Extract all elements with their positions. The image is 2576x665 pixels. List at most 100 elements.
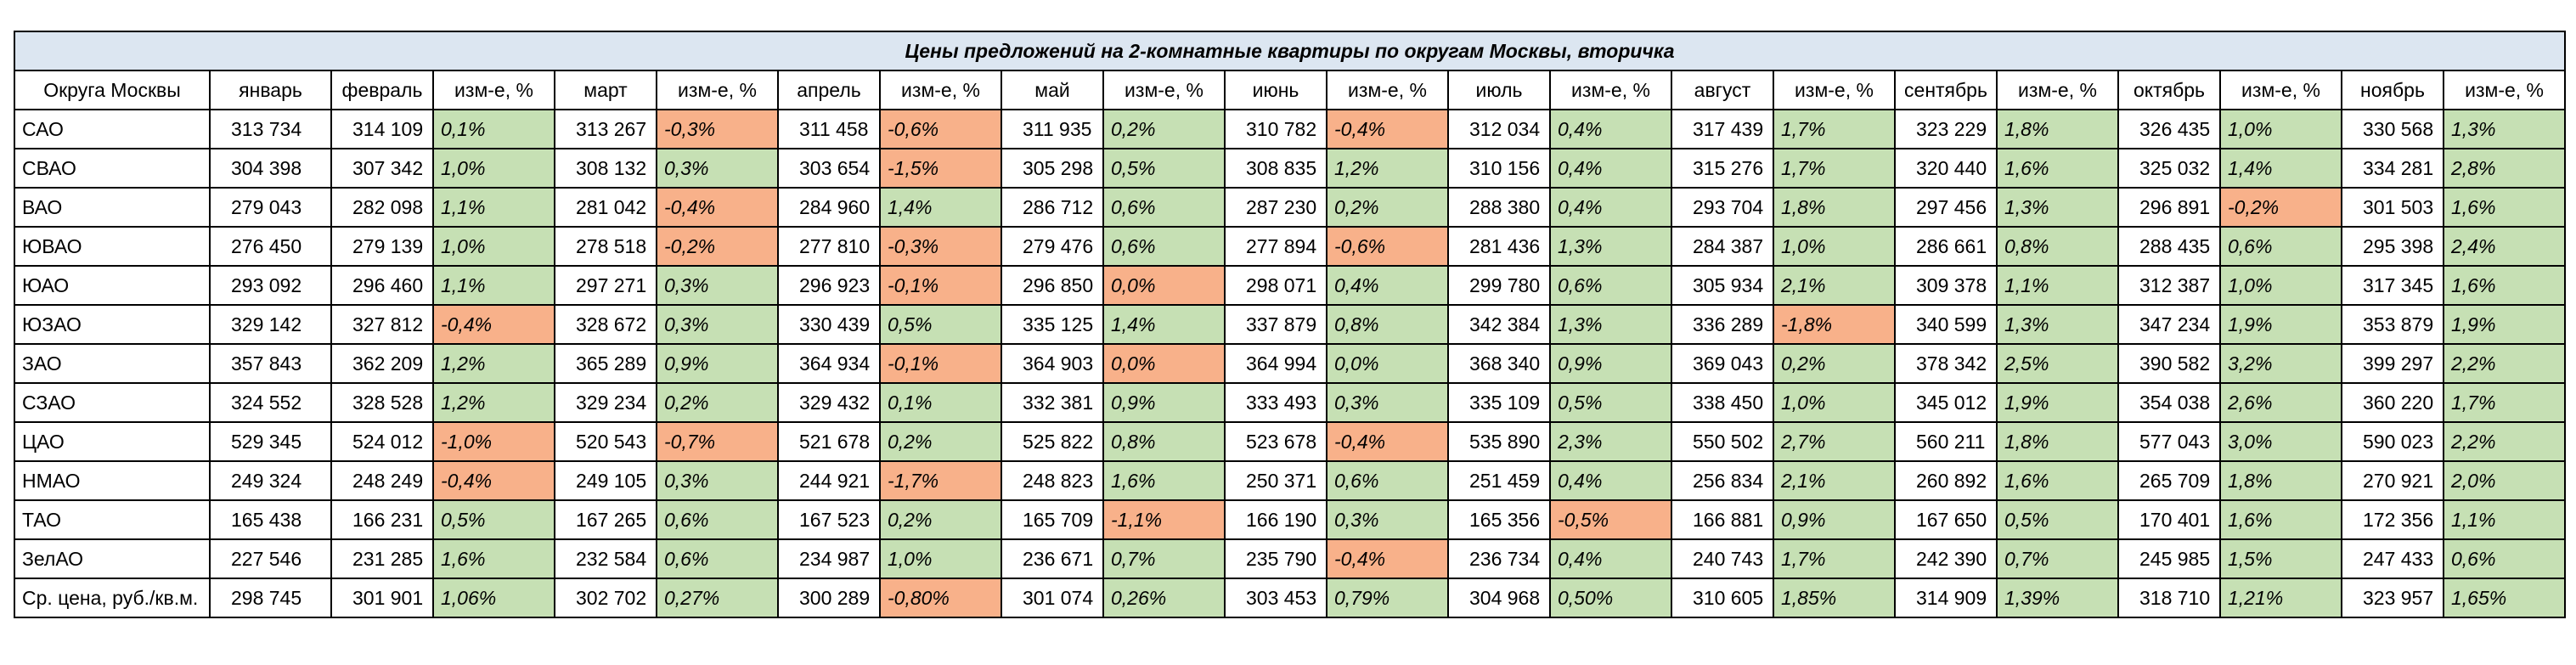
- price-cell: 308 132: [554, 148, 657, 189]
- column-header: изм-е, %: [656, 70, 779, 110]
- change-cell: 0,2%: [1773, 343, 1896, 384]
- change-cell: 1,3%: [1549, 226, 1672, 267]
- price-cell: 296 850: [1001, 265, 1104, 306]
- column-header: май: [1001, 70, 1104, 110]
- change-cell: 1,0%: [1773, 226, 1896, 267]
- price-cell: 315 276: [1671, 148, 1774, 189]
- data-row: СВАО 304 398 307 342 1,0% 308 132 0,3% 303 654…: [14, 148, 2567, 189]
- price-cell: 328 528: [330, 382, 434, 423]
- price-cell: 248 249: [330, 460, 434, 501]
- price-cell: 364 934: [777, 343, 881, 384]
- price-cell: 166 231: [330, 499, 434, 540]
- change-cell: 0,6%: [656, 499, 779, 540]
- price-cell: 342 384: [1447, 304, 1551, 345]
- price-cell: 276 450: [209, 226, 332, 267]
- price-cell: 277 810: [777, 226, 881, 267]
- price-cell: 242 390: [1894, 538, 1998, 579]
- change-cell: -1,8%: [1773, 304, 1896, 345]
- change-cell: 0,6%: [2219, 226, 2342, 267]
- change-cell: 1,6%: [1996, 148, 2119, 189]
- price-cell: 260 892: [1894, 460, 1998, 501]
- price-cell: 231 285: [330, 538, 434, 579]
- change-cell: 0,8%: [1102, 421, 1226, 462]
- change-cell: 1,1%: [432, 187, 555, 228]
- column-header: изм-е, %: [879, 70, 1002, 110]
- change-cell: 1,1%: [432, 265, 555, 306]
- price-cell: 286 661: [1894, 226, 1998, 267]
- price-cell: 300 289: [777, 578, 881, 618]
- price-cell: 325 032: [2117, 148, 2221, 189]
- change-cell: 1,8%: [1996, 421, 2119, 462]
- price-cell: 347 234: [2117, 304, 2221, 345]
- price-cell: 297 271: [554, 265, 657, 306]
- change-cell: 0,5%: [1102, 148, 1226, 189]
- change-cell: 0,8%: [1996, 226, 2119, 267]
- change-cell: 1,0%: [432, 226, 555, 267]
- change-cell: 0,3%: [656, 460, 779, 501]
- price-cell: 281 042: [554, 187, 657, 228]
- change-cell: -0,6%: [1326, 226, 1449, 267]
- change-cell: 1,7%: [1773, 148, 1896, 189]
- change-cell: 0,2%: [879, 499, 1002, 540]
- district: ЗАО: [14, 343, 211, 384]
- price-cell: 245 985: [2117, 538, 2221, 579]
- price-cell: 256 834: [1671, 460, 1774, 501]
- column-header: изм-е, %: [1326, 70, 1449, 110]
- price-cell: 279 476: [1001, 226, 1104, 267]
- column-header: изм-е, %: [2442, 70, 2567, 110]
- change-cell: 0,7%: [1996, 538, 2119, 579]
- price-cell: 251 459: [1447, 460, 1551, 501]
- price-cell: 247 433: [2341, 538, 2444, 579]
- price-cell: 286 712: [1001, 187, 1104, 228]
- price-cell: 521 678: [777, 421, 881, 462]
- change-cell: 0,3%: [656, 304, 779, 345]
- price-cell: 249 105: [554, 460, 657, 501]
- change-cell: 1,6%: [2219, 499, 2342, 540]
- price-cell: 282 098: [330, 187, 434, 228]
- price-cell: 165 709: [1001, 499, 1104, 540]
- change-cell: 1,6%: [2442, 187, 2567, 228]
- change-cell: 1,9%: [1996, 382, 2119, 423]
- change-cell: -0,4%: [656, 187, 779, 228]
- price-cell: 299 780: [1447, 265, 1551, 306]
- change-cell: 0,4%: [1326, 265, 1449, 306]
- price-cell: 310 782: [1224, 109, 1327, 149]
- change-cell: 0,7%: [1102, 538, 1226, 579]
- price-cell: 329 432: [777, 382, 881, 423]
- price-cell: 365 289: [554, 343, 657, 384]
- change-cell: 0,9%: [1773, 499, 1896, 540]
- change-cell: 1,1%: [1996, 265, 2119, 306]
- price-cell: 378 342: [1894, 343, 1998, 384]
- district: ЗелАО: [14, 538, 211, 579]
- price-cell: 284 960: [777, 187, 881, 228]
- column-header: январь: [209, 70, 332, 110]
- change-cell: 2,2%: [2442, 343, 2567, 384]
- change-cell: 1,2%: [432, 343, 555, 384]
- price-cell: 166 190: [1224, 499, 1327, 540]
- price-cell: 293 092: [209, 265, 332, 306]
- price-cell: 524 012: [330, 421, 434, 462]
- change-cell: 0,2%: [1326, 187, 1449, 228]
- change-cell: 0,3%: [1326, 382, 1449, 423]
- change-cell: 1,8%: [2219, 460, 2342, 501]
- change-cell: -1,0%: [432, 421, 555, 462]
- change-cell: 3,0%: [2219, 421, 2342, 462]
- price-cell: 296 891: [2117, 187, 2221, 228]
- change-cell: 0,79%: [1326, 578, 1449, 618]
- price-cell: 297 456: [1894, 187, 1998, 228]
- change-cell: -0,6%: [879, 109, 1002, 149]
- district: ЮАО: [14, 265, 211, 306]
- price-cell: 295 398: [2341, 226, 2444, 267]
- price-cell: 311 935: [1001, 109, 1104, 149]
- column-header: апрель: [777, 70, 881, 110]
- price-cell: 314 909: [1894, 578, 1998, 618]
- header-row: Округа Москвы январь февраль изм-е, % март из…: [14, 70, 2567, 110]
- price-cell: 326 435: [2117, 109, 2221, 149]
- price-cell: 296 460: [330, 265, 434, 306]
- price-cell: 550 502: [1671, 421, 1774, 462]
- change-cell: 1,1%: [2442, 499, 2567, 540]
- change-cell: 1,7%: [1773, 109, 1896, 149]
- price-cell: 337 879: [1224, 304, 1327, 345]
- price-cell: 165 356: [1447, 499, 1551, 540]
